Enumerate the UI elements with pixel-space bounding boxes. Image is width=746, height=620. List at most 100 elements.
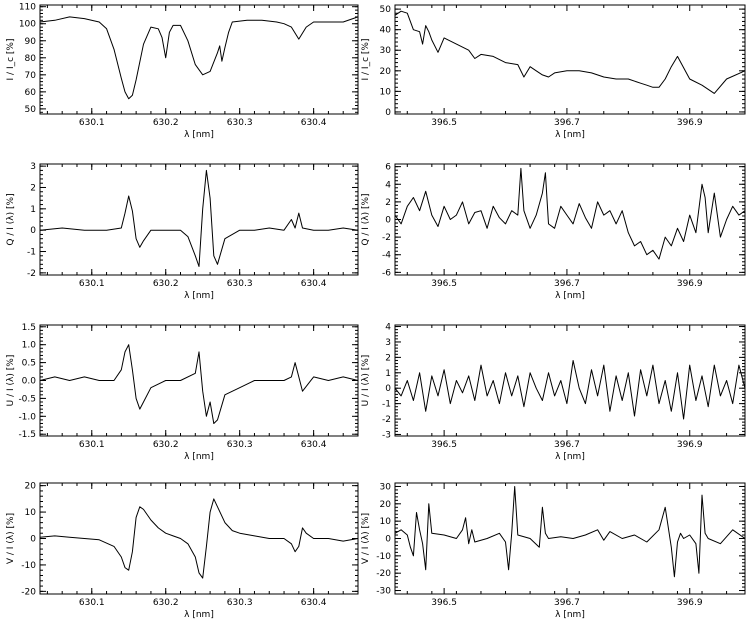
x-axis-label: λ [nm]: [555, 452, 585, 462]
y-tick-label: 50: [25, 105, 37, 115]
y-tick-label: -4: [382, 251, 391, 261]
x-tick-label: 630.4: [301, 440, 327, 450]
panel-ca-stokes-i: 396.5 396.7 396.9 0 10 20 30 40 50 λ [nm] I / I_c …: [361, 4, 746, 140]
x-tick-label: 396.9: [677, 279, 703, 289]
y-tick-label: -1: [382, 400, 391, 410]
y-tick-label: -2: [382, 415, 391, 425]
y-tick-label: -20: [376, 569, 391, 579]
x-tick-label: 396.7: [554, 598, 580, 608]
y-tick-label: 0.5: [22, 359, 36, 369]
y-tick-label: 1.0: [22, 341, 37, 351]
y-tick-label: -6: [382, 268, 391, 278]
y-tick-label: 1.5: [22, 323, 36, 333]
x-tick-label: 630.4: [301, 118, 327, 128]
x-axis-label: λ [nm]: [555, 610, 585, 620]
y-axis-label: V / I (λ) [%]: [6, 513, 16, 564]
y-tick-label: -1: [27, 248, 36, 258]
x-tick-label: 396.9: [677, 440, 703, 450]
y-tick-label: 10: [380, 87, 392, 97]
y-tick-label: 3: [30, 162, 36, 172]
y-tick-label: -0.5: [18, 394, 36, 404]
x-tick-label: 630.2: [153, 279, 179, 289]
y-tick-label: 20: [380, 67, 392, 77]
x-axis-label: λ [nm]: [184, 291, 214, 301]
x-axis-label: λ [nm]: [184, 452, 214, 462]
panel-fe-stokes-u: 630.1 630.2 630.3 630.4 -1.5 -1.0 -0.5 0.0 0.5 1.…: [6, 323, 359, 462]
x-tick-label: 630.1: [79, 279, 105, 289]
x-tick-label: 396.7: [554, 118, 580, 128]
y-tick-label: -1.5: [18, 430, 36, 440]
y-tick-label: 0: [385, 535, 391, 545]
panel-fe-stokes-q: 630.1 630.2 630.3 630.4 -2 -1 0 1 2 3 λ [nm] Q / I …: [6, 162, 359, 301]
y-axis-label: I / I_c [%]: [6, 39, 16, 81]
x-tick-label: 630.3: [227, 440, 253, 450]
x-tick-label: 630.2: [153, 118, 179, 128]
x-tick-label: 630.3: [227, 118, 253, 128]
x-tick-label: 396.5: [431, 440, 457, 450]
series-line-ca-stokes-i: [394, 10, 746, 94]
x-tick-label: 630.1: [79, 440, 105, 450]
y-tick-label: 4: [385, 323, 391, 333]
y-tick-label: 0: [385, 108, 391, 118]
series-line-ca-stokes-q: [394, 167, 746, 260]
x-tick-label: 630.4: [301, 279, 327, 289]
x-tick-label: 396.7: [554, 440, 580, 450]
y-tick-label: 80: [25, 54, 37, 64]
y-tick-label: 0.0: [22, 377, 37, 387]
x-tick-label: 396.9: [677, 598, 703, 608]
y-tick-label: 90: [25, 37, 37, 47]
y-tick-label: -30: [376, 587, 391, 597]
y-tick-label: 10: [380, 517, 392, 527]
y-tick-label: 2: [385, 198, 391, 208]
x-axis-label: λ [nm]: [184, 610, 214, 620]
y-tick-label: 30: [380, 482, 392, 492]
panel-ca-stokes-q: 396.5 396.7 396.9 -6 -4 -2 0 2 4 6 λ [nm] Q / I (λ)…: [361, 163, 746, 301]
y-tick-label: -2: [382, 233, 391, 243]
x-axis-label: λ [nm]: [555, 130, 585, 140]
y-tick-label: -1.0: [18, 412, 36, 422]
y-tick-label: 70: [25, 71, 37, 81]
series-line-fe-stokes-v: [39, 498, 359, 579]
plot-frame: [394, 4, 746, 115]
y-tick-label: -10: [376, 552, 391, 562]
y-tick-label: -3: [382, 430, 391, 440]
x-tick-label: 630.2: [153, 440, 179, 450]
panel-fe-stokes-i: 630.1 630.2 630.3 630.4 50 60 70 80 90 100 110 λ [n…: [6, 3, 359, 140]
y-axis-label: U / I (λ) [%]: [361, 355, 371, 407]
y-tick-label: 1: [30, 205, 36, 215]
x-tick-label: 630.3: [227, 598, 253, 608]
x-tick-label: 396.5: [431, 118, 457, 128]
x-axis-label: λ [nm]: [555, 291, 585, 301]
y-tick-label: 4: [385, 180, 391, 190]
x-tick-label: 630.1: [79, 598, 105, 608]
panel-ca-stokes-u: 396.5 396.7 396.9 -3 -2 -1 0 1 2 3 4 λ [nm] U / I (λ…: [361, 323, 746, 462]
x-tick-label: 630.3: [227, 279, 253, 289]
y-axis-label: Q / I (λ) [%]: [361, 193, 371, 245]
y-tick-label: -20: [21, 587, 36, 597]
y-tick-label: 3: [385, 338, 391, 348]
plot-frame: [39, 163, 359, 276]
series-line-fe-stokes-u: [39, 344, 359, 424]
x-tick-label: 630.1: [79, 118, 105, 128]
y-tick-label: 0: [30, 535, 36, 545]
y-axis-label: I / I_c [%]: [361, 39, 371, 81]
y-tick-label: 20: [380, 500, 392, 510]
plot-frame: [394, 324, 746, 437]
series-line-fe-stokes-q: [39, 169, 359, 267]
y-tick-label: 0: [385, 216, 391, 226]
y-tick-label: 40: [380, 26, 392, 36]
y-tick-label: 0: [385, 384, 391, 394]
panel-ca-stokes-v: 396.5 396.7 396.9 -30 -20 -10 0 10 20 30 λ [nm] V /…: [361, 482, 746, 620]
x-tick-label: 630.2: [153, 598, 179, 608]
y-tick-label: 30: [380, 46, 392, 56]
y-tick-label: -2: [27, 269, 36, 279]
x-axis-label: λ [nm]: [184, 130, 214, 140]
y-tick-label: 50: [380, 5, 392, 15]
y-tick-label: 2: [30, 183, 36, 193]
y-axis-label: Q / I (λ) [%]: [6, 193, 16, 245]
series-line-ca-stokes-u: [394, 360, 746, 420]
y-tick-label: 20: [25, 482, 37, 492]
y-axis-label: U / I (λ) [%]: [6, 355, 16, 407]
y-tick-label: 10: [25, 508, 37, 518]
